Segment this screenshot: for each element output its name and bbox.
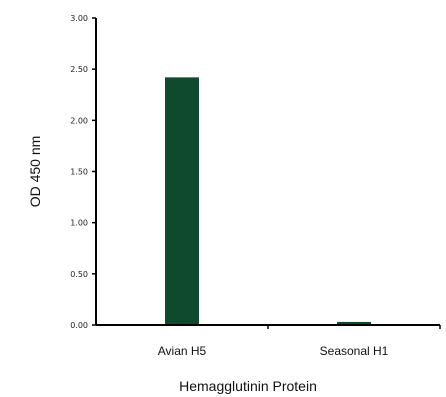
y-tick-label: 1.50 (70, 168, 88, 177)
y-tick-label: 2.50 (70, 65, 88, 74)
bar (165, 77, 199, 325)
y-tick-label: 0.50 (70, 270, 88, 279)
y-tick-label: 2.00 (70, 116, 88, 125)
x-tick-label: Avian H5 (158, 344, 207, 358)
x-axis-ticks: Avian H5 Seasonal H1 (158, 325, 441, 358)
y-axis-ticks: 0.00 0.50 1.00 1.50 2.00 2.50 3.00 (70, 14, 96, 330)
x-tick-label: Seasonal H1 (320, 344, 389, 358)
bars (165, 77, 371, 325)
x-axis-title: Hemagglutinin Protein (179, 378, 317, 394)
y-axis-title: OD 450 nm (27, 136, 43, 208)
y-tick-label: 3.00 (70, 14, 88, 23)
bar (337, 321, 371, 325)
y-tick-label: 1.00 (70, 219, 88, 228)
y-tick-label: 0.00 (70, 321, 88, 330)
